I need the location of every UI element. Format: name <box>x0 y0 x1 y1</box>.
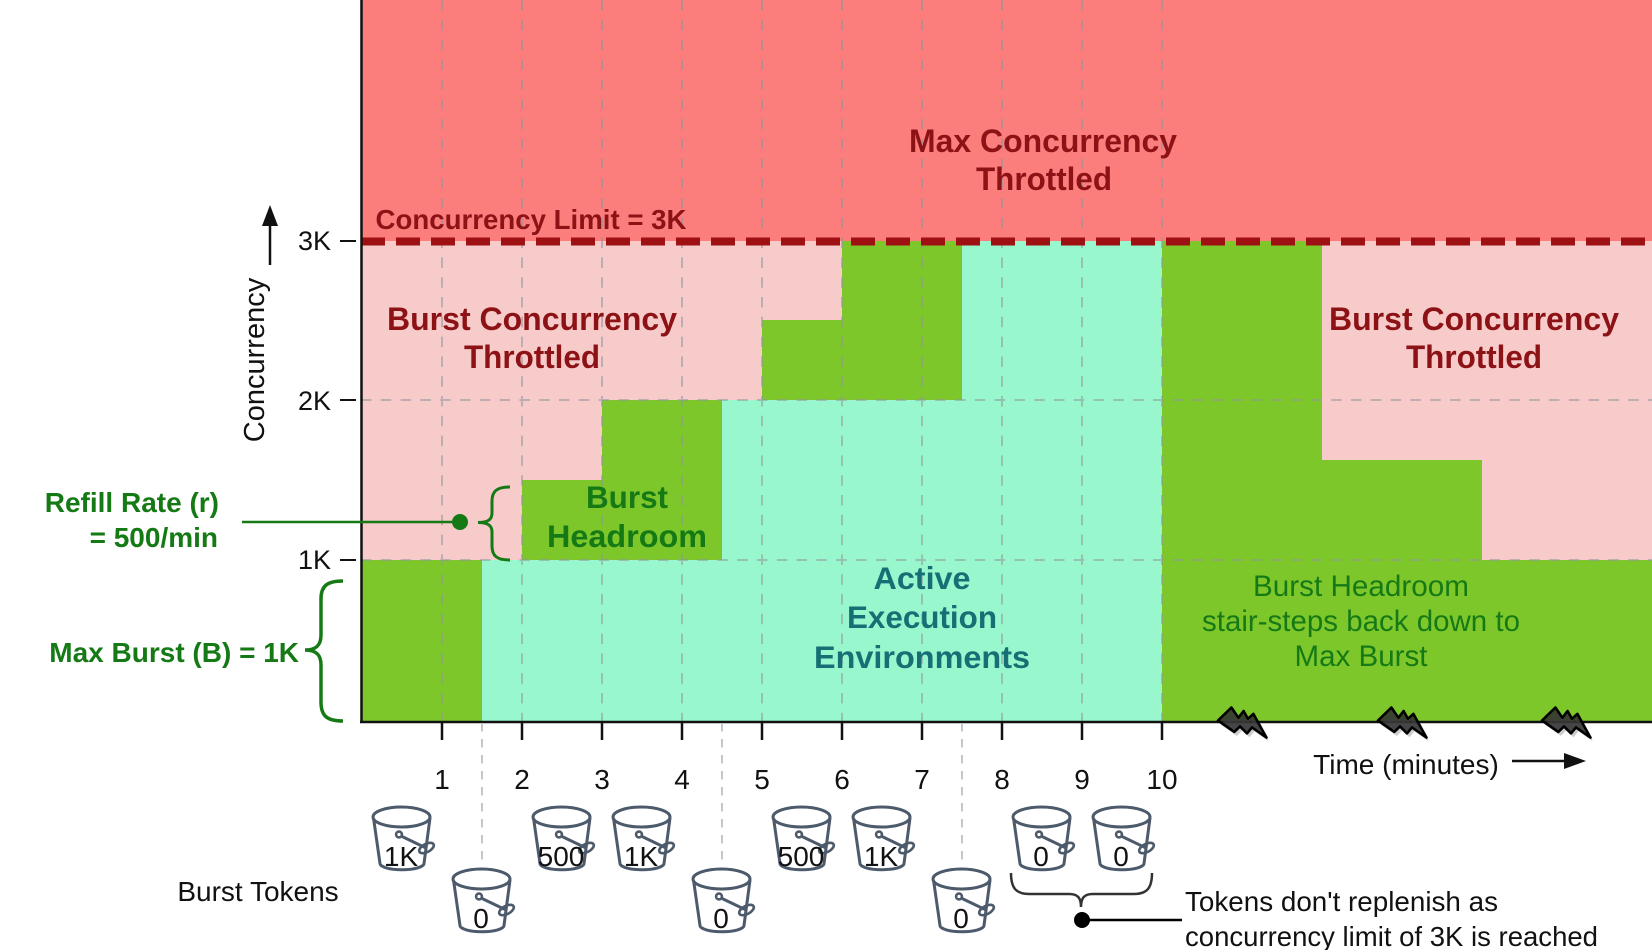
svg-text:Execution: Execution <box>847 599 997 635</box>
svg-text:Active: Active <box>874 560 971 596</box>
svg-text:1K: 1K <box>384 841 419 872</box>
svg-text:= 500/min: = 500/min <box>90 522 218 553</box>
svg-text:Burst Tokens: Burst Tokens <box>177 876 338 907</box>
svg-text:2K: 2K <box>298 386 331 416</box>
svg-text:Refill Rate (r): Refill Rate (r) <box>45 487 219 518</box>
svg-text:1K: 1K <box>864 841 899 872</box>
svg-text:9: 9 <box>1074 764 1090 795</box>
svg-text:4: 4 <box>674 764 690 795</box>
svg-text:2: 2 <box>514 764 530 795</box>
svg-text:Max Concurrency: Max Concurrency <box>909 123 1177 159</box>
svg-text:0: 0 <box>473 903 489 934</box>
svg-text:0: 0 <box>1033 841 1049 872</box>
svg-text:Time (minutes): Time (minutes) <box>1313 749 1499 780</box>
svg-text:1: 1 <box>434 764 450 795</box>
svg-text:3: 3 <box>594 764 610 795</box>
svg-text:7: 7 <box>914 764 930 795</box>
svg-text:0: 0 <box>1113 841 1129 872</box>
svg-text:Environments: Environments <box>814 639 1030 675</box>
svg-text:5: 5 <box>754 764 770 795</box>
svg-text:Throttled: Throttled <box>1406 339 1542 375</box>
svg-text:Burst Headroom: Burst Headroom <box>1253 570 1469 603</box>
svg-text:stair-steps back down to: stair-steps back down to <box>1202 605 1520 638</box>
svg-text:8: 8 <box>994 764 1010 795</box>
svg-text:0: 0 <box>713 903 729 934</box>
svg-text:3K: 3K <box>298 226 331 256</box>
svg-text:Tokens don't replenish as: Tokens don't replenish as <box>1185 886 1498 917</box>
svg-text:Burst Concurrency: Burst Concurrency <box>1329 301 1619 337</box>
svg-text:Burst Concurrency: Burst Concurrency <box>387 301 677 337</box>
svg-text:concurrency limit of 3K is rea: concurrency limit of 3K is reached <box>1185 921 1598 950</box>
svg-text:Headroom: Headroom <box>547 518 707 554</box>
svg-text:1K: 1K <box>624 841 659 872</box>
svg-text:Burst: Burst <box>586 479 668 515</box>
svg-text:0: 0 <box>953 903 969 934</box>
svg-text:Concurrency: Concurrency <box>239 277 271 442</box>
svg-text:500: 500 <box>778 841 825 872</box>
svg-text:10: 10 <box>1146 764 1177 795</box>
svg-text:Throttled: Throttled <box>976 161 1112 197</box>
svg-text:Concurrency Limit = 3K: Concurrency Limit = 3K <box>376 204 687 235</box>
svg-text:6: 6 <box>834 764 850 795</box>
svg-text:Throttled: Throttled <box>464 339 600 375</box>
svg-text:1K: 1K <box>298 545 331 575</box>
svg-text:500: 500 <box>538 841 585 872</box>
svg-text:Max Burst (B) = 1K: Max Burst (B) = 1K <box>49 637 299 668</box>
svg-text:Max Burst: Max Burst <box>1295 640 1428 673</box>
